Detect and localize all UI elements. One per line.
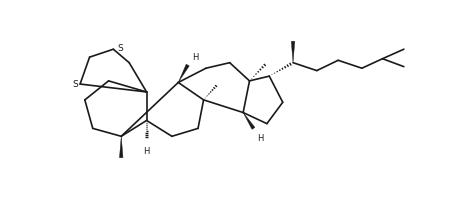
Polygon shape <box>178 64 189 83</box>
Text: H: H <box>258 134 264 143</box>
Polygon shape <box>119 136 123 158</box>
Text: H: H <box>192 53 199 62</box>
Text: H: H <box>143 147 150 156</box>
Text: S: S <box>117 44 123 53</box>
Polygon shape <box>243 112 255 129</box>
Text: S: S <box>73 80 79 88</box>
Polygon shape <box>291 41 295 63</box>
